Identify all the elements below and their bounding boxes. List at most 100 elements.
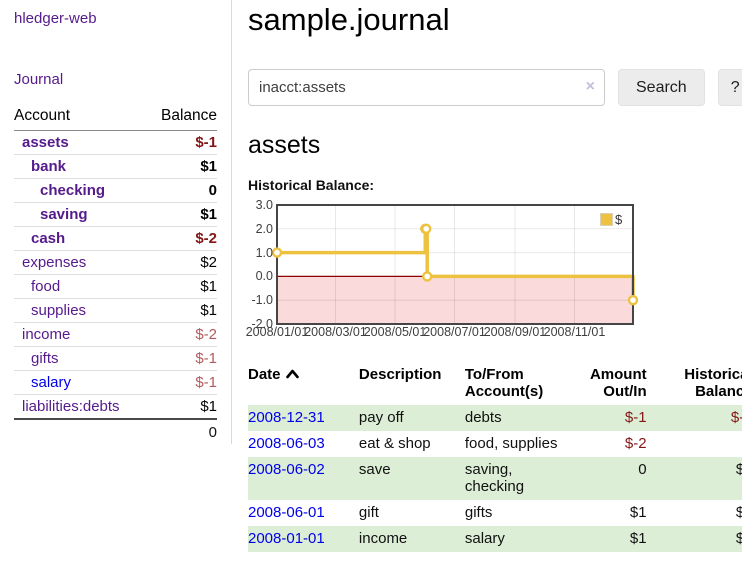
search-input[interactable] [248,69,605,106]
y-axis-tick-label: -1.0 [251,293,273,308]
account-balance: $2 [146,250,217,275]
transaction-balance: $1 [735,530,742,547]
accounts-total-row: 0 [14,418,217,444]
app-title-link[interactable]: hledger-web [14,10,97,27]
transaction-amount: $1 [629,504,647,521]
account-row: food $1 [14,274,217,299]
help-button[interactable]: ? [717,69,742,106]
register-header-accounts: To/From Account(s) [464,366,544,400]
x-axis-tick-label: 2008/09/01 [483,325,547,339]
account-row: checking 0 [14,178,217,203]
transaction-accounts: food, supplies [464,435,558,452]
sidebar-item-journal[interactable]: Journal [14,71,64,88]
balance-chart: 3.0 2.0 1.0 0.0 -1.0 -2.0 2008/01/01 2008/03/01… [245,198,742,348]
transaction-amount: 0 [638,461,647,478]
account-row: supplies $1 [14,298,217,323]
account-link[interactable]: salary [31,374,72,391]
account-row: liabilities:debts $1 [14,394,217,420]
account-row: assets $-1 [14,130,217,155]
register-row: 2008-06-02 save saving, checking 0 $2 [248,457,742,500]
account-balance: $1 [146,298,217,323]
x-axis-tick-label: 2008/07/01 [423,325,486,339]
chart-legend: $ [600,212,622,227]
transaction-date-link[interactable]: 2008-06-02 [248,461,325,478]
account-row: bank $1 [14,154,217,179]
account-link[interactable]: income [22,326,71,343]
data-point-marker [271,247,283,258]
register-header-date[interactable]: Date [248,363,349,405]
search-button[interactable]: Search [618,69,705,106]
account-balance: 0 [146,178,217,203]
y-axis-tick-label: 3.0 [255,198,273,212]
register-row: 2008-06-01 gift gifts $1 $2 [248,500,742,526]
transaction-accounts: saving, checking [464,461,525,495]
register-header-balance: Historical Balance [684,366,742,400]
account-row: saving $1 [14,202,217,227]
register-row: 2008-12-31 pay off debts $-1 $-1 [248,405,742,431]
transaction-description: save [358,461,391,478]
account-balance: $-2 [146,226,217,251]
accounts-header-row: Account Balance [14,104,217,131]
data-point-marker [627,294,639,306]
sidebar: hledger-web Journal Account Balance asse… [0,0,232,444]
account-link[interactable]: bank [31,158,67,175]
account-link[interactable]: cash [31,230,66,247]
y-axis-tick-label: 1.0 [255,245,273,260]
transaction-accounts: gifts [464,504,493,521]
account-row: gifts $-1 [14,346,217,371]
account-balance: $1 [146,154,217,179]
account-balance: $-1 [146,130,217,155]
account-link[interactable]: saving [40,206,88,223]
transaction-date-link[interactable]: 2008-06-01 [248,504,325,521]
accounts-total-value: 0 [146,418,217,444]
account-balance: $1 [146,394,217,420]
account-link[interactable]: expenses [22,254,87,271]
legend-label: $ [615,212,623,227]
account-balance: $1 [146,202,217,227]
x-axis-tick-label: 2008/11/01 [543,325,606,339]
account-heading: assets [248,131,321,159]
transaction-accounts: debts [464,409,502,426]
account-row: salary $-1 [14,370,217,395]
register-header-row: Date Description To/From Account(s) Amou… [248,363,742,405]
sort-ascending-icon [285,366,299,383]
transaction-description: eat & shop [358,435,431,452]
x-axis-tick-label: 2008/03/01 [304,325,367,339]
y-axis-tick-label: 0.0 [255,269,273,284]
account-link[interactable]: liabilities:debts [22,398,120,415]
account-link[interactable]: checking [40,182,106,199]
clear-search-icon[interactable]: × [585,78,595,95]
account-balance: $-2 [146,322,217,347]
transaction-balance: $2 [735,461,742,478]
account-link[interactable]: gifts [31,350,59,367]
transaction-balance: $2 [735,504,742,521]
register-table: Date Description To/From Account(s) Amou… [248,363,742,552]
search-form: × Search ? [248,69,742,106]
negative-region [277,276,633,324]
transaction-amount: $-2 [624,435,647,452]
y-axis-tick-label: -2.0 [251,317,273,331]
page-title: sample.journal [248,2,450,37]
account-link[interactable]: food [31,278,61,295]
register-row: 2008-06-03 eat & shop food, supplies $-20 [248,431,742,457]
transaction-balance: $-1 [730,409,742,426]
account-balance: $-1 [146,370,217,395]
accounts-header-balance: Balance [146,104,217,131]
main-content: sample.journal × Search ? assets Histori… [232,0,742,552]
transaction-date-link[interactable]: 2008-12-31 [248,409,325,426]
transaction-amount: $-1 [624,409,647,426]
account-row: expenses $2 [14,250,217,275]
accounts-balance-table: Account Balance assets $-1 bank $1 checking 0… [14,104,217,444]
page: hledger-web Journal Account Balance asse… [0,0,742,552]
transaction-accounts: salary [464,530,505,547]
account-link[interactable]: assets [22,134,69,151]
transaction-date-link[interactable]: 2008-01-01 [248,530,325,547]
register-row: 2008-01-01 income salary $1 $1 [248,526,742,552]
transaction-description: pay off [358,409,404,426]
register-header-description: Description [358,366,442,383]
x-axis-tick-label: 2008/01/01 [245,325,309,339]
transaction-description: gift [358,504,379,521]
transaction-date-link[interactable]: 2008-06-03 [248,435,325,452]
data-point-marker [421,223,432,234]
account-link[interactable]: supplies [31,302,87,319]
